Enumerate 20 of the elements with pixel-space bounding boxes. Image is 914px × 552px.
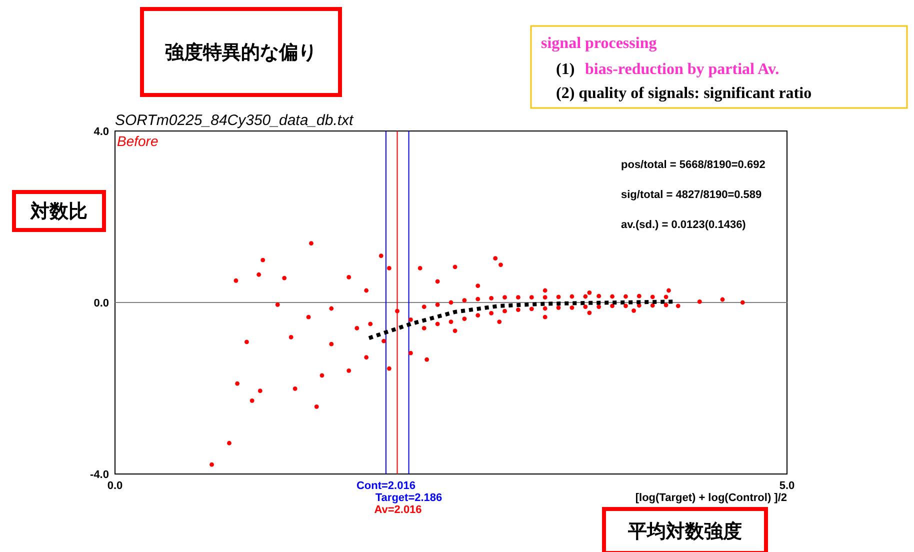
annotation: Before	[117, 133, 158, 149]
ref-line-label: Cont=2.016	[356, 480, 416, 492]
x-tick-label: 5.0	[779, 480, 795, 492]
annotation: sig/total = 4827/8190=0.589	[621, 189, 762, 201]
y-tick-label: 0.0	[94, 298, 109, 310]
text: 平均対数強度	[627, 520, 742, 543]
chart-title: SORTm0225_84Cy350_data_db.txt	[115, 112, 354, 129]
annotation: pos/total = 5668/8190=0.692	[621, 159, 766, 171]
y-tick-label: -4.0	[90, 469, 109, 481]
x-axis-title: [log(Target) + log(Control) ]/2	[635, 492, 787, 504]
y-tick-label: 4.0	[94, 126, 109, 138]
text: Av=2.016	[374, 504, 422, 516]
annotation: av.(sd.) = 0.0123(0.1436)	[621, 219, 746, 231]
ref-line-label: Target=2.186	[375, 492, 442, 504]
text: signal processing	[541, 35, 657, 52]
y-axis-title: 対数比	[30, 200, 88, 223]
text: (1)	[556, 61, 575, 78]
text: 強度特異的な偏り	[165, 42, 317, 64]
text: (2) quality of signals: significant ratio	[556, 85, 812, 102]
text: bias-reduction by partial Av.	[585, 61, 780, 78]
